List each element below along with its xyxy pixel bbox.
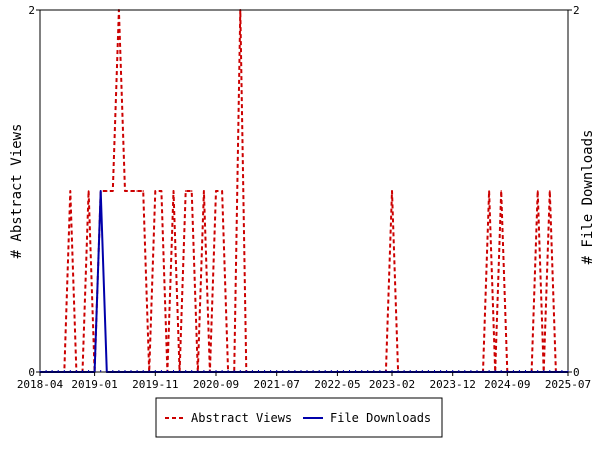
- x-tick-label: 2018-04: [17, 378, 64, 391]
- legend-label-file-downloads: File Downloads: [330, 411, 431, 425]
- y-axis-title-right: # File Downloads: [580, 130, 596, 265]
- data-point-abstract-views-39: [500, 190, 503, 192]
- plot-background: [40, 10, 568, 372]
- x-tick-label: 2019-01: [71, 378, 117, 391]
- y-right-tick-label: 0: [573, 366, 580, 379]
- plot-frame: [39, 9, 569, 373]
- x-tick-label: 2023-12: [430, 378, 476, 391]
- y-left-tick-label: 0: [28, 366, 35, 379]
- data-point-abstract-views-26: [215, 190, 217, 192]
- y-left-tick-label: 2: [28, 4, 35, 17]
- data-point-abstract-views-17: [160, 190, 163, 192]
- data-point-abstract-views-13: [136, 190, 138, 192]
- data-point-abstract-views-14: [142, 190, 144, 192]
- x-tick-label: 2025-07: [545, 378, 591, 391]
- data-point-abstract-views-9: [112, 190, 114, 192]
- data-point-abstract-views-16: [154, 190, 157, 192]
- x-tick-label: 2020-09: [193, 378, 239, 391]
- data-point-abstract-views-42: [536, 190, 539, 192]
- data-point-abstract-views-2: [69, 190, 72, 192]
- legend: Abstract Views File Downloads: [155, 397, 443, 438]
- x-tick-label: 2022-05: [314, 378, 360, 391]
- data-point-abstract-views-34: [391, 190, 393, 192]
- plot-area: [40, 10, 568, 372]
- data-point-abstract-views-27: [221, 190, 223, 192]
- legend-label-abstract-views: Abstract Views: [191, 411, 292, 425]
- y-axis-title-left: # Abstract Views: [9, 124, 25, 259]
- x-tick-label: 2021-07: [254, 378, 300, 391]
- axes-layer: 2018-04 2019-01 2019-11 2020-09 2021-07 2022-…: [17, 4, 591, 391]
- data-point-abstract-views-12: [130, 190, 132, 192]
- data-point-abstract-views-5: [87, 190, 90, 192]
- data-point-abstract-views-21: [184, 190, 187, 192]
- x-tick-label: 2024-09: [484, 378, 530, 391]
- y-right-tick-label: 2: [573, 4, 580, 17]
- data-point-file-downloads-2: [99, 190, 102, 192]
- x-tick-label: 2019-11: [132, 378, 178, 391]
- data-point-abstract-views-19: [172, 190, 175, 192]
- legend-box: [155, 397, 443, 438]
- data-point-abstract-views-11: [124, 190, 126, 192]
- x-tick-label: 2023-02: [369, 378, 415, 391]
- data-point-abstract-views-8: [106, 190, 108, 192]
- data-point-abstract-views-37: [488, 190, 490, 192]
- data-point-abstract-views-22: [190, 190, 193, 192]
- data-point-abstract-views-24: [203, 190, 205, 192]
- series-line-abstract-views: [40, 9, 568, 373]
- data-point-abstract-views-44: [549, 190, 551, 192]
